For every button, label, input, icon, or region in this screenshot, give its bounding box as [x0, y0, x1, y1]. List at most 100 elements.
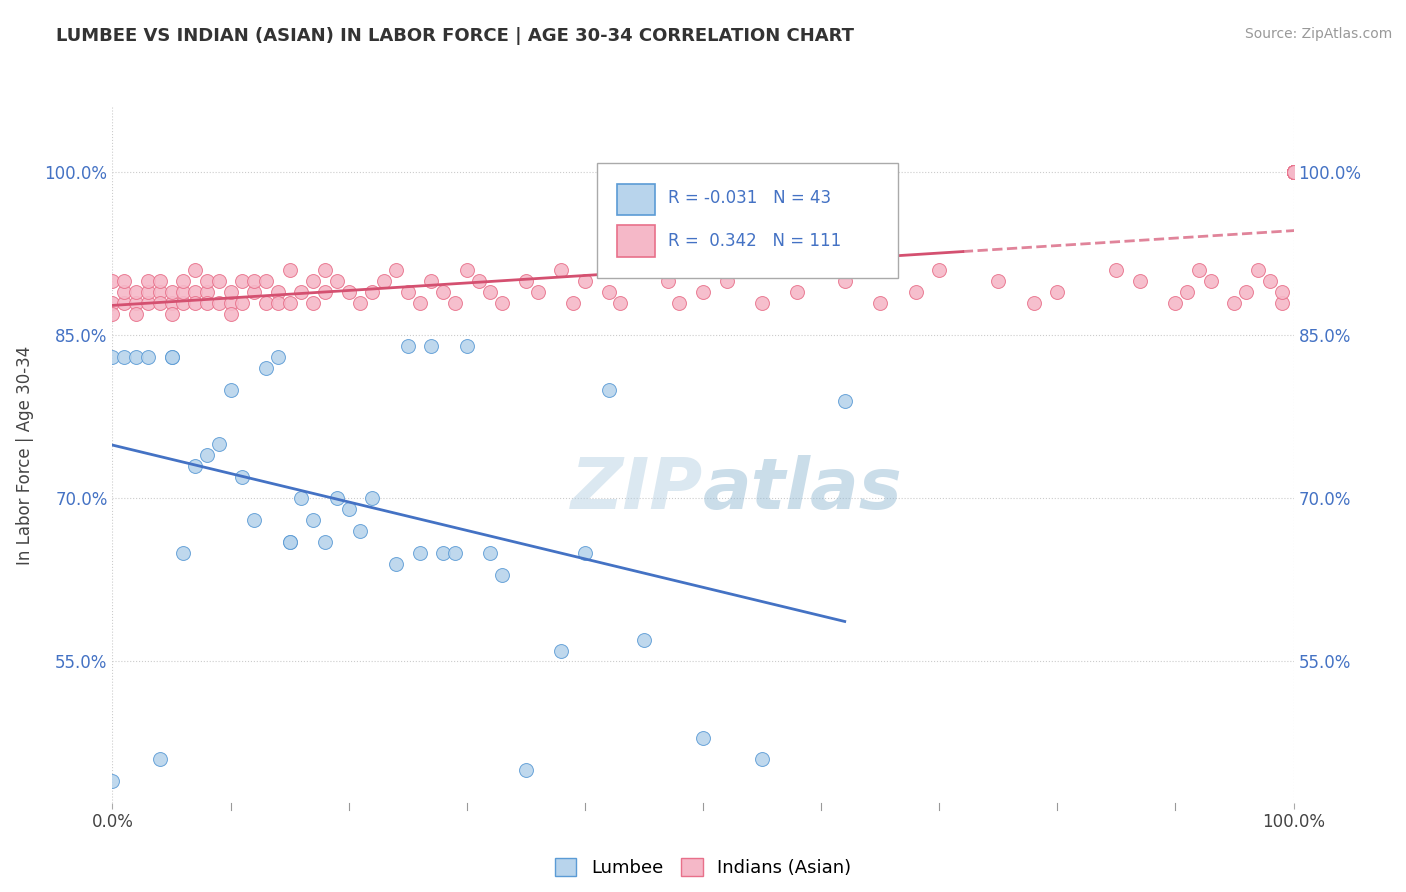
Point	[834, 274, 856, 288]
Point	[1282, 165, 1305, 179]
Point	[491, 295, 513, 310]
Point	[432, 546, 454, 560]
Point	[420, 339, 443, 353]
Point	[302, 513, 325, 527]
Point	[195, 295, 218, 310]
Point	[444, 546, 467, 560]
Point	[125, 285, 148, 299]
Point	[125, 307, 148, 321]
Point	[479, 546, 502, 560]
Point	[101, 307, 124, 321]
Point	[219, 383, 242, 397]
Point	[633, 263, 655, 277]
Point	[172, 295, 194, 310]
Point	[208, 295, 231, 310]
Point	[337, 285, 360, 299]
Point	[243, 274, 266, 288]
Point	[101, 295, 124, 310]
Point	[574, 274, 596, 288]
Point	[361, 285, 384, 299]
FancyBboxPatch shape	[617, 226, 655, 257]
Point	[254, 361, 277, 376]
Point	[278, 263, 301, 277]
Point	[1282, 165, 1305, 179]
Point	[408, 546, 430, 560]
Point	[598, 285, 620, 299]
Point	[692, 285, 714, 299]
Point	[254, 274, 277, 288]
Point	[112, 285, 135, 299]
Point	[184, 295, 207, 310]
Point	[1282, 165, 1305, 179]
Text: Source: ZipAtlas.com: Source: ZipAtlas.com	[1244, 27, 1392, 41]
Point	[1105, 263, 1128, 277]
Point	[1282, 165, 1305, 179]
Point	[219, 307, 242, 321]
Point	[526, 285, 548, 299]
Point	[385, 557, 408, 571]
Point	[136, 274, 159, 288]
Y-axis label: In Labor Force | Age 30-34: In Labor Force | Age 30-34	[15, 345, 34, 565]
Point	[810, 263, 832, 277]
Point	[1282, 165, 1305, 179]
Point	[278, 535, 301, 549]
Point	[1223, 295, 1246, 310]
Point	[1282, 165, 1305, 179]
Point	[125, 295, 148, 310]
Point	[290, 491, 312, 506]
Point	[385, 263, 408, 277]
Point	[1271, 285, 1294, 299]
Text: atlas: atlas	[703, 455, 903, 524]
Point	[195, 285, 218, 299]
Point	[456, 263, 478, 277]
Point	[1129, 274, 1152, 288]
Text: LUMBEE VS INDIAN (ASIAN) IN LABOR FORCE | AGE 30-34 CORRELATION CHART: LUMBEE VS INDIAN (ASIAN) IN LABOR FORCE …	[56, 27, 855, 45]
Point	[101, 350, 124, 364]
Text: R = -0.031   N = 43: R = -0.031 N = 43	[668, 189, 831, 207]
Point	[136, 350, 159, 364]
Point	[160, 295, 183, 310]
Point	[444, 295, 467, 310]
Point	[172, 285, 194, 299]
Point	[349, 524, 371, 538]
Point	[195, 274, 218, 288]
Point	[231, 469, 253, 483]
Point	[716, 274, 738, 288]
Point	[172, 274, 194, 288]
Point	[373, 274, 395, 288]
Point	[302, 295, 325, 310]
Text: ZIP: ZIP	[571, 455, 703, 524]
Point	[633, 632, 655, 647]
FancyBboxPatch shape	[617, 184, 655, 215]
Point	[834, 393, 856, 408]
Point	[136, 295, 159, 310]
Point	[550, 263, 572, 277]
Point	[361, 491, 384, 506]
Point	[1258, 274, 1281, 288]
Point	[254, 295, 277, 310]
Point	[149, 752, 172, 766]
Point	[574, 546, 596, 560]
Point	[928, 263, 950, 277]
Point	[314, 263, 336, 277]
Point	[160, 285, 183, 299]
Point	[1164, 295, 1187, 310]
Point	[1282, 165, 1305, 179]
Point	[349, 295, 371, 310]
Point	[904, 285, 927, 299]
Point	[160, 350, 183, 364]
Point	[396, 339, 419, 353]
Point	[149, 295, 172, 310]
Point	[326, 274, 349, 288]
Point	[160, 307, 183, 321]
Point	[208, 437, 231, 451]
Point	[1046, 285, 1069, 299]
Point	[326, 491, 349, 506]
Point	[515, 763, 537, 777]
Point	[278, 535, 301, 549]
Point	[668, 295, 690, 310]
Point	[243, 513, 266, 527]
Point	[550, 643, 572, 657]
Point	[1271, 295, 1294, 310]
Point	[314, 285, 336, 299]
